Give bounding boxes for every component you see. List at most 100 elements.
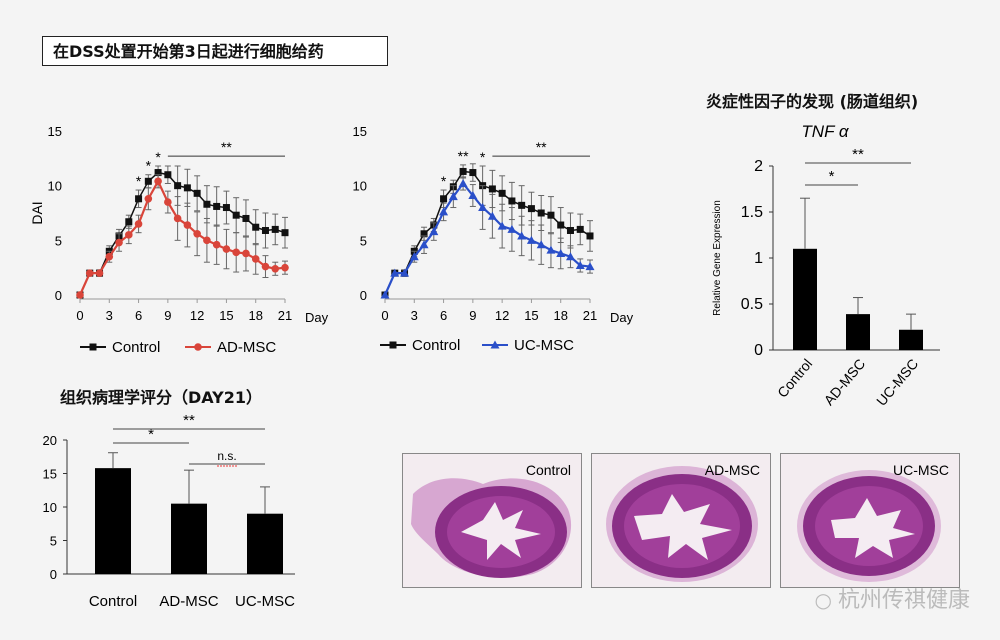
x-tick-label: 18 <box>553 308 567 323</box>
y-tick-label: 5 <box>50 534 57 549</box>
data-point-uc-msc <box>575 260 585 269</box>
data-point-control <box>203 200 211 208</box>
x-tick-label: 3 <box>411 308 418 323</box>
wechat-icon: ○ <box>814 588 832 612</box>
data-point-control <box>440 195 448 203</box>
data-point-uc-msc <box>478 203 488 212</box>
data-point-control <box>586 232 594 240</box>
data-point-control <box>271 225 279 233</box>
x-axis-label: Day <box>610 310 634 325</box>
bar-uc-msc <box>899 329 923 350</box>
significance-marker: * <box>136 173 142 189</box>
data-point-control <box>154 169 162 177</box>
x-tick-label: 21 <box>278 308 292 323</box>
significance-marker: ** <box>536 139 547 155</box>
data-point-control <box>261 226 269 234</box>
data-point-ad-msc <box>203 236 211 245</box>
histology-image-control: Control <box>402 453 582 588</box>
x-tick-label: 9 <box>469 308 476 323</box>
data-point-control <box>537 209 545 217</box>
data-point-uc-msc <box>536 240 546 249</box>
x-tick-label: 15 <box>219 308 233 323</box>
data-point-control <box>164 171 172 179</box>
data-point-control <box>508 197 516 205</box>
x-tick-label: 12 <box>495 308 509 323</box>
histology-image-uc-msc: UC-MSC <box>780 453 960 588</box>
data-point-ad-msc <box>144 194 153 203</box>
y-tick-label: 2 <box>754 158 763 175</box>
data-point-uc-msc <box>565 252 575 261</box>
data-point-control <box>193 189 201 197</box>
data-point-control <box>135 195 143 203</box>
data-point-control <box>566 226 574 234</box>
y-tick-label: 0 <box>360 288 367 303</box>
series-line-control <box>384 170 591 296</box>
data-point-ad-msc <box>193 229 201 238</box>
y-tick-label: 5 <box>360 233 367 248</box>
y-tick-label: 1 <box>754 250 763 267</box>
legend-marker <box>89 343 97 351</box>
data-point-control <box>222 204 230 212</box>
x-tick-label: 9 <box>164 308 171 323</box>
data-point-control <box>459 167 467 175</box>
legend-label: Control <box>112 339 160 356</box>
histology-label-ad-msc: AD-MSC <box>704 462 760 478</box>
data-point-uc-msc <box>458 178 468 187</box>
data-point-ad-msc <box>125 231 133 239</box>
significance-marker: * <box>441 173 447 189</box>
tissue-section-uc-msc <box>797 470 941 582</box>
data-point-uc-msc <box>390 268 400 277</box>
data-point-uc-msc <box>517 231 527 240</box>
bar-uc-msc <box>247 513 283 574</box>
histology-section-title: 组织病理学评分（DAY21） <box>60 388 262 407</box>
data-point-ad-msc <box>251 255 260 263</box>
x-tick-label: 0 <box>381 308 388 323</box>
y-tick-label: 0 <box>50 567 57 582</box>
data-point-control <box>518 201 526 209</box>
y-tick-label: 10 <box>48 179 62 194</box>
x-tick-label: 0 <box>76 308 83 323</box>
data-point-ad-msc <box>183 221 192 229</box>
significance-marker: * <box>480 149 486 165</box>
y-tick-label: 0 <box>55 288 62 303</box>
data-point-control <box>576 225 584 233</box>
data-point-ad-msc <box>281 263 289 272</box>
y-tick-label: 15 <box>353 124 367 139</box>
significance-marker: * <box>146 158 152 174</box>
series-line-uc-msc <box>383 181 591 296</box>
legend-label: Control <box>412 337 460 354</box>
category-label: AD-MSC <box>821 356 869 409</box>
data-point-uc-msc <box>448 192 458 201</box>
data-point-control <box>547 211 555 219</box>
data-point-control <box>125 218 133 226</box>
data-point-ad-msc <box>76 291 84 299</box>
series-line-ad-msc <box>78 178 286 296</box>
data-point-uc-msc <box>419 240 429 249</box>
significance-marker: ** <box>221 139 232 155</box>
x-axis-label: Day <box>305 310 329 325</box>
data-point-ad-msc <box>164 198 172 206</box>
watermark-text: 杭州传祺健康 <box>837 588 970 613</box>
data-point-uc-msc <box>497 221 507 230</box>
data-point-ad-msc <box>134 220 143 228</box>
data-point-control <box>281 229 289 237</box>
x-tick-label: 6 <box>440 308 447 323</box>
tnf-alpha-chart: TNF α Relative Gene Expression 0 0.5 1 1.5 2 Co… <box>712 122 940 409</box>
data-point-ad-msc <box>154 177 162 186</box>
x-tick-label: 6 <box>135 308 142 323</box>
data-point-uc-msc <box>585 262 595 271</box>
data-point-control <box>213 202 221 210</box>
data-point-ad-msc <box>105 252 114 261</box>
data-point-ad-msc <box>222 245 231 253</box>
bar-control <box>793 248 817 350</box>
significance-marker: * <box>148 426 154 443</box>
data-point-control <box>488 185 496 193</box>
data-point-control <box>232 211 240 219</box>
data-point-control <box>174 182 182 190</box>
page-title: 在DSS处置开始第3日起进行细胞给药 <box>42 36 388 66</box>
histology-label-uc-msc: UC-MSC <box>893 462 949 478</box>
significance-marker: ** <box>458 148 469 164</box>
x-tick-label: 12 <box>190 308 204 323</box>
